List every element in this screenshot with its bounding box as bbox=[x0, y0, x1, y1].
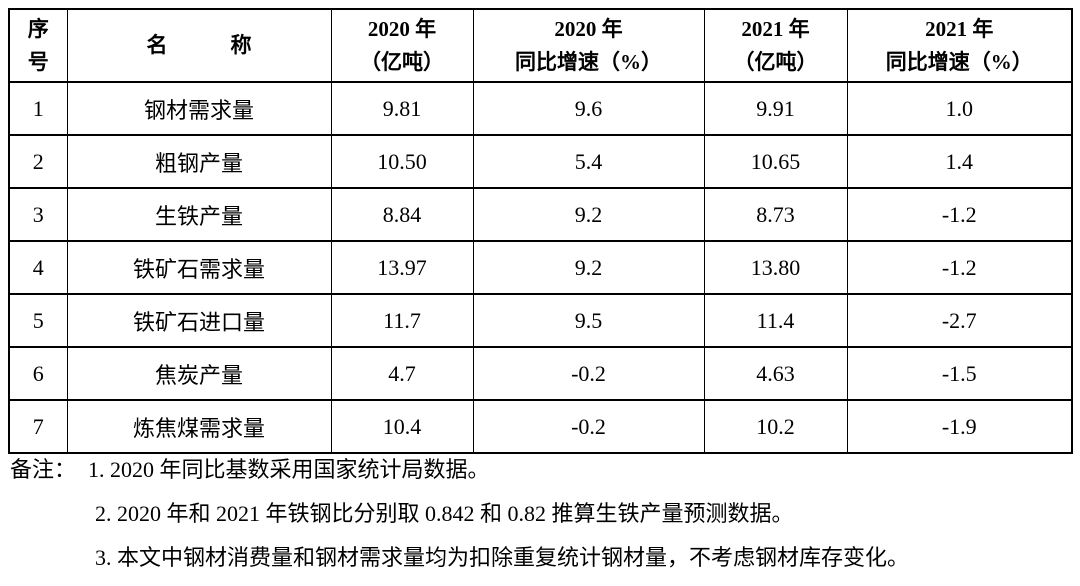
column-header-y2020: 2020 年 （亿吨） bbox=[330, 8, 474, 83]
cell-y2021: 10.2 bbox=[703, 399, 848, 454]
cell-y2021: 8.73 bbox=[703, 187, 848, 242]
cell-y2020: 13.97 bbox=[330, 240, 474, 295]
cell-index: 7 bbox=[8, 399, 68, 454]
cell-y2020: 8.84 bbox=[330, 187, 474, 242]
table-row: 5 铁矿石进口量 11.7 9.5 11.4 -2.7 bbox=[8, 293, 1073, 348]
notes-section: 备注： 1. 2020 年同比基数采用国家统计局数据。 2. 2020 年和 20… bbox=[10, 448, 1072, 580]
column-header-g2021: 2021 年 同比增速（%） bbox=[846, 8, 1073, 83]
cell-y2021: 13.80 bbox=[703, 240, 848, 295]
cell-g2021: -1.5 bbox=[846, 346, 1073, 401]
cell-g2021: -2.7 bbox=[846, 293, 1073, 348]
cell-name: 铁矿石需求量 bbox=[66, 240, 332, 295]
table-row: 3 生铁产量 8.84 9.2 8.73 -1.2 bbox=[8, 187, 1073, 242]
cell-index: 4 bbox=[8, 240, 68, 295]
cell-g2021: -1.9 bbox=[846, 399, 1073, 454]
cell-index: 2 bbox=[8, 134, 68, 189]
cell-index: 1 bbox=[8, 81, 68, 136]
cell-y2020: 4.7 bbox=[330, 346, 474, 401]
note-item: 3. 本文中钢材消费量和钢材需求量均为扣除重复统计钢材量，不考虑钢材库存变化。 bbox=[95, 545, 910, 570]
cell-index: 6 bbox=[8, 346, 68, 401]
cell-g2020: 9.2 bbox=[472, 187, 705, 242]
cell-g2021: -1.2 bbox=[846, 240, 1073, 295]
table-row: 4 铁矿石需求量 13.97 9.2 13.80 -1.2 bbox=[8, 240, 1073, 295]
cell-g2021: 1.4 bbox=[846, 134, 1073, 189]
cell-y2021: 9.91 bbox=[703, 81, 848, 136]
cell-g2021: -1.2 bbox=[846, 187, 1073, 242]
table-row: 7 炼焦煤需求量 10.4 -0.2 10.2 -1.9 bbox=[8, 399, 1073, 454]
cell-y2021: 11.4 bbox=[703, 293, 848, 348]
steel-demand-forecast-table: 序 号名 称 2020 年 （亿吨） 2020 年 同比增速（%） 2021 年 （亿… bbox=[8, 8, 1073, 454]
column-header-g2020: 2020 年 同比增速（%） bbox=[472, 8, 705, 83]
cell-g2020: 9.5 bbox=[472, 293, 705, 348]
note-line: 备注： 1. 2020 年同比基数采用国家统计局数据。 bbox=[10, 448, 1072, 492]
cell-g2020: 9.2 bbox=[472, 240, 705, 295]
cell-name: 铁矿石进口量 bbox=[66, 293, 332, 348]
note-item: 2. 2020 年和 2021 年铁钢比分别取 0.842 和 0.82 推算生… bbox=[95, 501, 794, 526]
cell-name: 钢材需求量 bbox=[66, 81, 332, 136]
cell-y2021: 10.65 bbox=[703, 134, 848, 189]
cell-g2020: -0.2 bbox=[472, 399, 705, 454]
column-header-index: 序 号 bbox=[8, 8, 68, 83]
cell-y2020: 10.4 bbox=[330, 399, 474, 454]
note-item: 1. 2020 年同比基数采用国家统计局数据。 bbox=[88, 457, 490, 482]
cell-g2020: -0.2 bbox=[472, 346, 705, 401]
column-header-y2021: 2021 年 （亿吨） bbox=[703, 8, 848, 83]
notes-label: 备注： bbox=[10, 457, 77, 482]
cell-y2020: 11.7 bbox=[330, 293, 474, 348]
cell-y2021: 4.63 bbox=[703, 346, 848, 401]
cell-y2020: 10.50 bbox=[330, 134, 474, 189]
cell-name: 生铁产量 bbox=[66, 187, 332, 242]
cell-name: 炼焦煤需求量 bbox=[66, 399, 332, 454]
cell-g2020: 9.6 bbox=[472, 81, 705, 136]
table-row: 6 焦炭产量 4.7 -0.2 4.63 -1.5 bbox=[8, 346, 1073, 401]
table-header-row: 序 号名 称 2020 年 （亿吨） 2020 年 同比增速（%） 2021 年 （亿… bbox=[8, 8, 1073, 83]
column-header-name: 名 称 bbox=[66, 8, 332, 83]
cell-g2021: 1.0 bbox=[846, 81, 1073, 136]
cell-g2020: 5.4 bbox=[472, 134, 705, 189]
cell-index: 5 bbox=[8, 293, 68, 348]
cell-index: 3 bbox=[8, 187, 68, 242]
cell-y2020: 9.81 bbox=[330, 81, 474, 136]
cell-name: 焦炭产量 bbox=[66, 346, 332, 401]
table-row: 2 粗钢产量 10.50 5.4 10.65 1.4 bbox=[8, 134, 1073, 189]
cell-name: 粗钢产量 bbox=[66, 134, 332, 189]
table-row: 1 钢材需求量 9.81 9.6 9.91 1.0 bbox=[8, 81, 1073, 136]
